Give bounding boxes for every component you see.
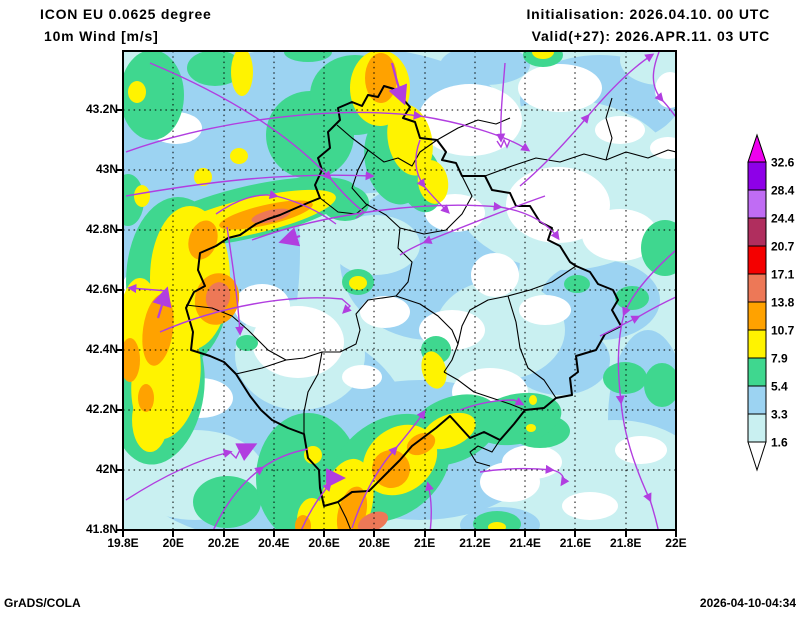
shaded-contours-layer xyxy=(123,51,676,530)
color-scale-segment xyxy=(747,301,767,331)
x-tick-label: 21.4E xyxy=(509,536,541,550)
color-scale-level-label: 24.4 xyxy=(771,212,795,226)
x-tick-label: 20.8E xyxy=(358,536,391,550)
y-tick-label: 41.8N xyxy=(85,522,118,536)
valid-time-label: Valid(+27): 2026.APR.11. 03 UTC xyxy=(531,28,770,44)
color-scale-segment xyxy=(747,217,767,247)
color-scale-segment xyxy=(747,329,767,359)
init-time-label: Initialisation: 2026.04.10. 00 UTC xyxy=(526,6,770,22)
y-tick-label: 43.2N xyxy=(85,102,118,116)
plot-timestamp: 2026-04-10-04:34 xyxy=(699,596,796,610)
color-scale-top-arrow xyxy=(747,133,767,163)
x-tick-label: 22E xyxy=(665,536,687,550)
x-tick-label: 21.6E xyxy=(559,536,592,550)
y-tick-label: 42.4N xyxy=(85,342,118,356)
color-scale-segment xyxy=(747,413,767,443)
color-scale-segment xyxy=(747,161,767,191)
x-tick-label: 20.4E xyxy=(258,536,290,550)
color-scale-level-label: 1.6 xyxy=(771,436,788,450)
x-tick-label: 20E xyxy=(162,536,184,550)
color-scale-segment xyxy=(747,245,767,275)
y-tick-label: 42.2N xyxy=(85,402,118,416)
x-tick-label: 21.8E xyxy=(610,536,642,550)
color-scale-level-label: 10.7 xyxy=(771,324,795,338)
y-tick-label: 42N xyxy=(95,462,118,476)
x-tick-label: 21E xyxy=(413,536,436,550)
color-scale-bottom-arrow xyxy=(747,441,767,472)
color-scale-segment xyxy=(747,273,767,303)
x-tick-label: 19.8E xyxy=(107,536,139,550)
color-scale-labels: 32.6 28.4 24.4 20.7 17.1 13.8 10.7 7.9 5.4 3.3 1.6 xyxy=(771,156,795,450)
color-scale-segment xyxy=(747,189,767,219)
color-scale-level-label: 3.3 xyxy=(771,408,788,422)
borders-layer xyxy=(185,85,676,530)
x-tick-label: 20.2E xyxy=(207,536,240,550)
color-scale-level-label: 17.1 xyxy=(771,268,795,282)
x-tick-label: 20.6E xyxy=(308,536,340,550)
map-frame xyxy=(116,50,677,537)
y-tick-label: 43N xyxy=(95,162,118,176)
y-tick-label: 42.6N xyxy=(85,282,118,296)
color-scale-level-label: 13.8 xyxy=(771,296,795,310)
y-tick-label: 42.8N xyxy=(85,222,118,236)
color-scale-level-label: 20.7 xyxy=(771,240,795,254)
color-scale-level-label: 7.9 xyxy=(771,352,788,366)
streamlines-layer xyxy=(125,51,676,530)
color-scale-level-label: 28.4 xyxy=(771,184,795,198)
model-title: ICON EU 0.0625 degree xyxy=(40,6,212,22)
color-scale-level-label: 5.4 xyxy=(771,380,788,394)
color-scale-level-label: 32.6 xyxy=(771,156,795,170)
color-scale: 32.6 28.4 24.4 20.7 17.1 13.8 10.7 7.9 5.4 3.3 1.6 xyxy=(747,133,795,472)
grads-credit: GrADS/COLA xyxy=(4,596,81,610)
color-scale-segment xyxy=(747,357,767,387)
color-scale-segment xyxy=(747,385,767,415)
variable-title: 10m Wind [m/s] xyxy=(44,28,159,44)
x-tick-label: 21.2E xyxy=(459,536,491,550)
